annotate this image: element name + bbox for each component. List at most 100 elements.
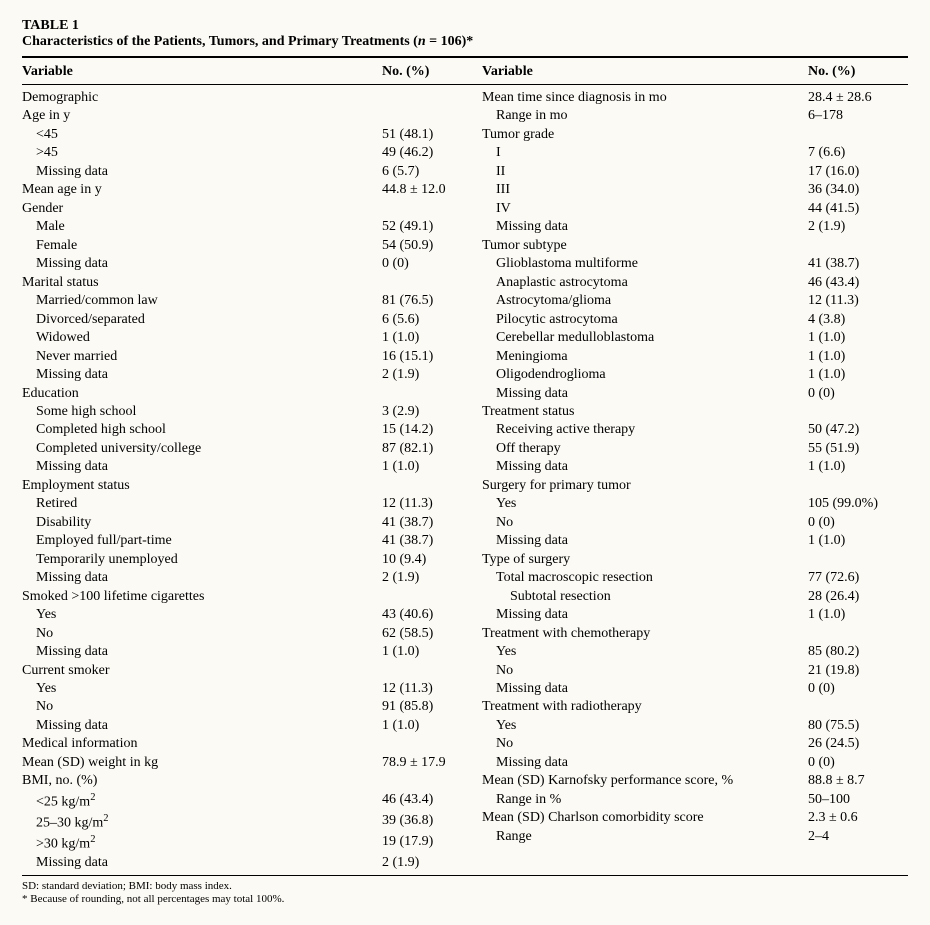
row-label: Widowed xyxy=(22,329,382,347)
row-value: 2 (1.9) xyxy=(808,218,908,236)
table-row: Missing data1 (1.0) xyxy=(482,532,908,550)
table-row: No26 (24.5) xyxy=(482,735,908,753)
table-row: Treatment with chemotherapy xyxy=(482,625,908,643)
row-label: Some high school xyxy=(22,403,382,421)
table-row: Surgery for primary tumor xyxy=(482,477,908,495)
row-value: 3 (2.9) xyxy=(382,403,482,421)
row-label: BMI, no. (%) xyxy=(22,772,382,790)
table-row: Range in %50–100 xyxy=(482,791,908,809)
row-value xyxy=(382,477,482,495)
row-label: Completed high school xyxy=(22,421,382,439)
row-value: 28.4 ± 28.6 xyxy=(808,89,908,107)
row-value: 1 (1.0) xyxy=(808,366,908,384)
row-label: Employment status xyxy=(22,477,382,495)
table-row: Missing data1 (1.0) xyxy=(482,606,908,624)
row-value: 6 (5.7) xyxy=(382,163,482,181)
table-row: Oligodendroglioma1 (1.0) xyxy=(482,366,908,384)
table-row: Yes105 (99.0%) xyxy=(482,495,908,513)
row-value: 81 (76.5) xyxy=(382,292,482,310)
row-label: Missing data xyxy=(22,163,382,181)
table-row: Divorced/separated6 (5.6) xyxy=(22,311,482,329)
row-value: 12 (11.3) xyxy=(382,495,482,513)
table-row: Type of surgery xyxy=(482,551,908,569)
row-value: 16 (15.1) xyxy=(382,348,482,366)
row-value: 1 (1.0) xyxy=(382,643,482,661)
left-column: DemographicAge in y<4551 (48.1)>4549 (46… xyxy=(22,89,482,873)
table-body: DemographicAge in y<4551 (48.1)>4549 (46… xyxy=(22,89,908,873)
row-value: 1 (1.0) xyxy=(808,606,908,624)
table-row: No62 (58.5) xyxy=(22,625,482,643)
row-value: 1 (1.0) xyxy=(808,458,908,476)
table-row: Tumor subtype xyxy=(482,237,908,255)
row-value xyxy=(382,89,482,107)
row-label: Type of surgery xyxy=(482,551,808,569)
row-label: <45 xyxy=(22,126,382,144)
row-value: 85 (80.2) xyxy=(808,643,908,661)
row-label: >45 xyxy=(22,144,382,162)
row-value: 2.3 ± 0.6 xyxy=(808,809,908,827)
row-label: Meningioma xyxy=(482,348,808,366)
table-row: Employment status xyxy=(22,477,482,495)
row-label: Yes xyxy=(482,643,808,661)
table-row: Missing data0 (0) xyxy=(482,754,908,772)
row-label: >30 kg/m2 xyxy=(22,833,382,854)
row-value: 7 (6.6) xyxy=(808,144,908,162)
row-label: Missing data xyxy=(482,458,808,476)
row-label: Retired xyxy=(22,495,382,513)
row-value: 0 (0) xyxy=(808,514,908,532)
table-row: Anaplastic astrocytoma46 (43.4) xyxy=(482,274,908,292)
row-value: 10 (9.4) xyxy=(382,551,482,569)
row-label: Missing data xyxy=(482,606,808,624)
row-value: 28 (26.4) xyxy=(808,588,908,606)
table-row: Demographic xyxy=(22,89,482,107)
table-number: TABLE 1 xyxy=(22,18,908,34)
row-label: Divorced/separated xyxy=(22,311,382,329)
row-value: 1 (1.0) xyxy=(808,329,908,347)
row-value: 2 (1.9) xyxy=(382,366,482,384)
row-label: Yes xyxy=(22,680,382,698)
row-value: 12 (11.3) xyxy=(382,680,482,698)
row-value: 6–178 xyxy=(808,107,908,125)
row-value: 1 (1.0) xyxy=(808,532,908,550)
row-value xyxy=(382,772,482,790)
table-row: Completed university/college87 (82.1) xyxy=(22,440,482,458)
row-label: Employed full/part-time xyxy=(22,532,382,550)
table-row: Range in mo6–178 xyxy=(482,107,908,125)
footnote-abbrev: SD: standard deviation; BMI: body mass i… xyxy=(22,880,908,894)
row-value xyxy=(382,200,482,218)
row-label: Missing data xyxy=(482,218,808,236)
row-value: 0 (0) xyxy=(808,680,908,698)
row-value: 12 (11.3) xyxy=(808,292,908,310)
row-label: II xyxy=(482,163,808,181)
table-row: 25–30 kg/m239 (36.8) xyxy=(22,812,482,833)
row-label: IV xyxy=(482,200,808,218)
row-value: 44 (41.5) xyxy=(808,200,908,218)
table-row: Missing data2 (1.9) xyxy=(22,854,482,872)
row-value xyxy=(382,735,482,753)
footnotes: SD: standard deviation; BMI: body mass i… xyxy=(22,880,908,908)
row-value xyxy=(808,551,908,569)
row-value xyxy=(382,107,482,125)
row-label: Medical information xyxy=(22,735,382,753)
row-value: 6 (5.6) xyxy=(382,311,482,329)
row-value: 19 (17.9) xyxy=(382,833,482,854)
row-value: 87 (82.1) xyxy=(382,440,482,458)
row-label: Surgery for primary tumor xyxy=(482,477,808,495)
row-label: Anaplastic astrocytoma xyxy=(482,274,808,292)
table-row: I7 (6.6) xyxy=(482,144,908,162)
row-value: 55 (51.9) xyxy=(808,440,908,458)
table-row: No0 (0) xyxy=(482,514,908,532)
table-row: Temporarily unemployed10 (9.4) xyxy=(22,551,482,569)
table-row: Off therapy55 (51.9) xyxy=(482,440,908,458)
table-row: Widowed1 (1.0) xyxy=(22,329,482,347)
table-row: Cerebellar medulloblastoma1 (1.0) xyxy=(482,329,908,347)
row-label: Treatment with radiotherapy xyxy=(482,698,808,716)
row-value: 41 (38.7) xyxy=(382,514,482,532)
row-label: 25–30 kg/m2 xyxy=(22,812,382,833)
row-value: 78.9 ± 17.9 xyxy=(382,754,482,772)
row-value: 50–100 xyxy=(808,791,908,809)
row-value: 51 (48.1) xyxy=(382,126,482,144)
table-row: Yes85 (80.2) xyxy=(482,643,908,661)
row-value xyxy=(808,625,908,643)
right-column: Mean time since diagnosis in mo28.4 ± 28… xyxy=(482,89,908,873)
